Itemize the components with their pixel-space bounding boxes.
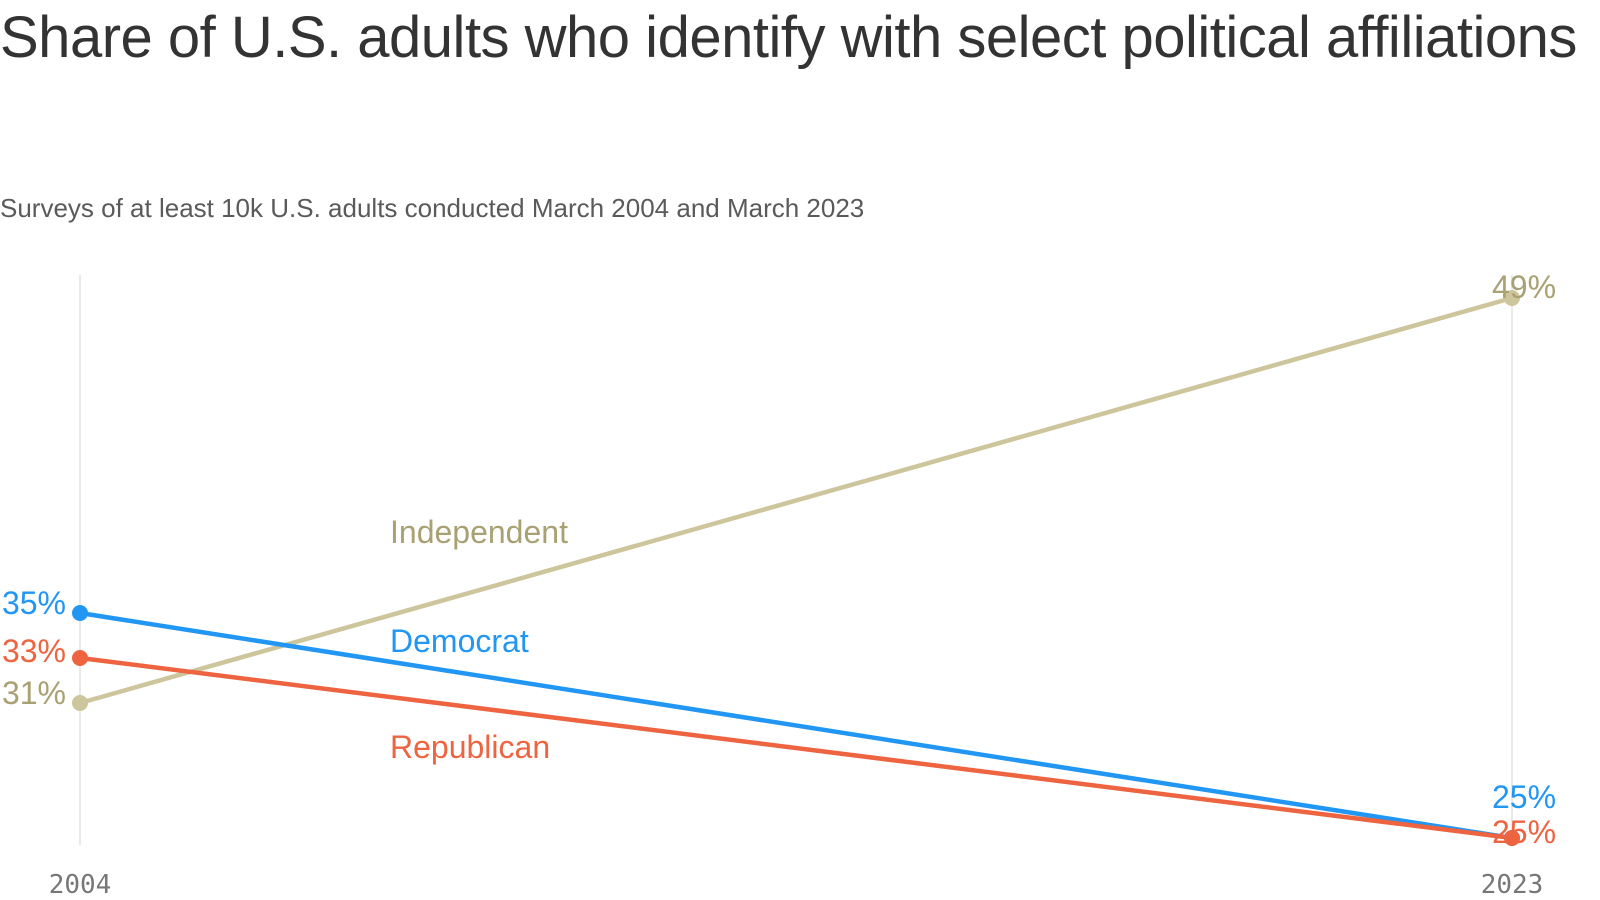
value-label-republican-2023: 25%: [1492, 814, 1556, 850]
x-tick-label-2023: 2023: [1481, 870, 1544, 900]
series-label-independent: Independent: [390, 514, 568, 550]
series-line-republican: [77, 655, 1515, 841]
data-point-independent-2023: [1504, 290, 1520, 306]
data-point-democrat-2004: [72, 605, 88, 621]
series-line-independent: [77, 295, 1515, 706]
value-label-republican-2004: 33%: [2, 633, 66, 669]
data-point-independent-2004: [72, 695, 88, 711]
value-label-democrat-2023: 25%: [1492, 779, 1556, 815]
data-point-republican-2004: [72, 650, 88, 666]
value-label-independent-2023: 49%: [1492, 269, 1556, 305]
chart-title: Share of U.S. adults who identify with s…: [0, 5, 1577, 70]
value-label-independent-2004: 31%: [2, 675, 66, 711]
value-label-democrat-2004: 35%: [2, 585, 66, 621]
chart-subtitle: Surveys of at least 10k U.S. adults cond…: [0, 193, 865, 223]
series-label-republican: Republican: [390, 729, 550, 765]
series-label-democrat: Democrat: [390, 623, 529, 659]
data-point-republican-2023: [1504, 830, 1520, 846]
series-line-democrat: [77, 610, 1515, 841]
x-tick-label-2004: 2004: [49, 870, 112, 900]
